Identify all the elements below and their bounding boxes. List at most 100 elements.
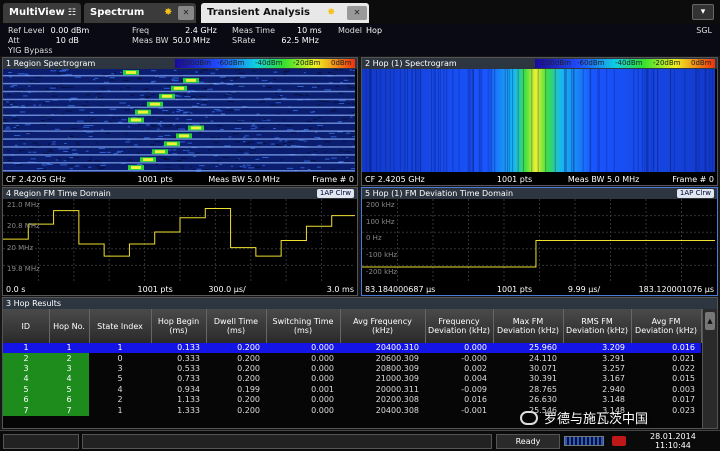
noise <box>23 95 28 97</box>
noise <box>597 69 599 172</box>
noise <box>85 150 89 152</box>
table-cell: 2.940 <box>602 384 625 394</box>
close-button[interactable]: ✕ <box>347 6 367 20</box>
noise <box>208 149 212 151</box>
y-label: 100 kHz <box>366 217 395 226</box>
noise <box>159 125 162 127</box>
noise <box>250 153 253 155</box>
noise <box>151 70 157 72</box>
noise <box>342 156 346 158</box>
noise <box>644 69 646 172</box>
table-cell: 0.200 <box>237 405 260 415</box>
noise <box>83 166 88 168</box>
table-cell: 25.546 <box>529 405 557 415</box>
noise <box>283 71 288 73</box>
noise <box>29 80 33 82</box>
noise <box>314 82 318 84</box>
table-cell: 0.023 <box>672 405 695 415</box>
noise <box>60 164 67 166</box>
noise <box>45 100 50 102</box>
table-cell: 20400.310 <box>340 343 425 354</box>
tab[interactable]: MultiView ☷ <box>3 3 81 23</box>
noise <box>192 105 199 107</box>
noise <box>389 69 391 172</box>
table-cell: 0.000 <box>311 353 334 363</box>
table-cell: 26.630 <box>529 395 557 405</box>
table-row[interactable]: 6 6 2 1.133 0.200 0.000 20200.308 0.016 26.630 3.… <box>3 394 701 406</box>
table-row[interactable]: 5 5 4 0.934 0.199 0.001 20000.311 -0.009 28.765 2… <box>3 384 701 395</box>
noise <box>99 167 104 169</box>
noise <box>352 69 355 71</box>
panel-footer: 0.0 s 1001 pts 300.0 µs/3.0 ms <box>3 284 357 295</box>
noise <box>129 147 136 149</box>
table-row[interactable]: 7 7 1 1.333 0.200 0.000 20400.308 -0.001 25.546 3… <box>3 405 701 416</box>
table-cell: 0.000 <box>311 363 334 373</box>
color-scale-label: -100dBm <box>539 59 571 67</box>
noise <box>143 96 149 98</box>
table-cell: 0.015 <box>672 374 695 384</box>
table-cell: 0.002 <box>464 363 487 373</box>
noise <box>3 119 8 121</box>
noise <box>87 115 91 117</box>
watermark: 罗德与施瓦茨中国 <box>520 408 648 427</box>
noise <box>350 116 353 118</box>
noise <box>192 107 198 109</box>
noise <box>316 166 321 168</box>
noise <box>227 100 235 102</box>
noise <box>613 69 615 172</box>
close-button[interactable]: ✕ <box>178 6 194 20</box>
noise <box>304 160 311 162</box>
color-scale: -100dBm -60dBm -40dBm -20dBm 0dBm <box>535 59 715 68</box>
noise <box>127 105 130 107</box>
plot <box>362 69 715 172</box>
noise <box>100 105 105 107</box>
noise <box>137 78 143 80</box>
noise <box>88 136 93 138</box>
noise <box>155 163 158 165</box>
noise <box>99 151 106 153</box>
menu-button[interactable]: ▾ <box>692 4 714 20</box>
noise <box>192 169 196 171</box>
scroll-up[interactable]: ▲ <box>705 312 715 330</box>
noise <box>134 107 139 109</box>
hop-line <box>3 146 355 148</box>
footer-text: 1001 pts <box>496 175 533 184</box>
noise <box>201 69 209 71</box>
noise <box>239 166 243 168</box>
noise <box>281 97 287 99</box>
table-cell: 6 <box>49 394 89 406</box>
noise <box>314 136 321 138</box>
noise <box>71 149 77 151</box>
noise <box>94 160 101 162</box>
noise <box>217 160 221 162</box>
noise <box>494 69 496 172</box>
hop-energy <box>167 142 177 146</box>
noise <box>646 69 648 172</box>
noise <box>260 126 264 128</box>
table-cell: 20400.308 <box>375 405 419 415</box>
setting-label: SRate <box>232 36 256 45</box>
table-row[interactable]: 3 3 3 0.533 0.200 0.000 20800.309 0.002 30.071 3.… <box>3 363 701 375</box>
noise <box>45 156 52 158</box>
table-row[interactable]: 4 4 5 0.733 0.200 0.000 21000.309 0.004 30.391 3.… <box>3 374 701 385</box>
tab-active[interactable]: Transient Analysis ✸ ✕ <box>201 3 369 23</box>
noise <box>277 89 282 91</box>
date: 28.01.2014 <box>650 432 696 441</box>
noise <box>158 155 163 157</box>
scrollbar[interactable]: ▲ <box>702 309 717 428</box>
noise <box>200 104 207 106</box>
header-row: ID Hop No. State Index Hop Begin (ms) Dwell … <box>3 309 702 343</box>
noise <box>491 69 493 172</box>
noise <box>582 69 584 172</box>
table-cell: 0.000 <box>425 343 493 354</box>
tab[interactable]: Spectrum ✸ ✕ <box>84 3 196 23</box>
table-row[interactable]: 2 2 0 0.333 0.200 0.000 20600.309 -0.000 24.110 3… <box>3 353 701 364</box>
noise <box>652 69 654 172</box>
setting-value: 10 ms <box>297 26 322 35</box>
noise <box>16 164 23 166</box>
noise <box>415 69 417 172</box>
table-row[interactable]: 1 1 1 0.133 0.200 0.000 20400.310 0.000 25.960 3.… <box>3 343 701 354</box>
noise <box>164 113 170 115</box>
noise <box>276 113 281 115</box>
noise <box>252 70 256 72</box>
